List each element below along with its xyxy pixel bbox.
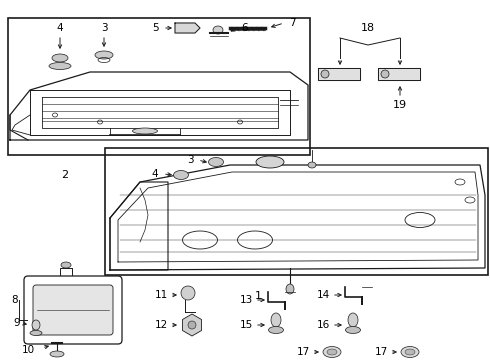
Text: 12: 12 (155, 320, 168, 330)
Ellipse shape (61, 262, 71, 268)
Ellipse shape (50, 351, 64, 357)
Ellipse shape (49, 63, 71, 69)
Text: 9: 9 (13, 318, 20, 328)
Text: 5: 5 (152, 23, 158, 33)
Text: 7: 7 (289, 18, 295, 28)
Text: 4: 4 (152, 169, 158, 179)
Ellipse shape (286, 284, 294, 294)
Ellipse shape (348, 313, 358, 327)
Text: 1: 1 (254, 291, 262, 301)
Ellipse shape (256, 156, 284, 168)
Ellipse shape (30, 330, 42, 336)
Polygon shape (175, 23, 200, 33)
Text: 3: 3 (100, 23, 107, 33)
Text: 18: 18 (361, 23, 375, 33)
Text: 2: 2 (61, 170, 69, 180)
Ellipse shape (188, 321, 196, 329)
Ellipse shape (132, 128, 157, 134)
Ellipse shape (213, 26, 223, 34)
Ellipse shape (401, 346, 419, 357)
Text: 16: 16 (317, 320, 330, 330)
Ellipse shape (269, 327, 284, 333)
Ellipse shape (173, 171, 189, 180)
Text: 13: 13 (240, 295, 253, 305)
Text: 15: 15 (240, 320, 253, 330)
Ellipse shape (32, 320, 40, 330)
Bar (105, 148, 488, 275)
Text: 3: 3 (187, 155, 194, 165)
Text: 8: 8 (11, 295, 18, 305)
Ellipse shape (308, 162, 316, 168)
Polygon shape (378, 68, 420, 80)
Ellipse shape (271, 313, 281, 327)
Bar (8, 18, 310, 155)
Ellipse shape (321, 70, 329, 78)
FancyBboxPatch shape (33, 285, 113, 335)
Text: 10: 10 (22, 345, 35, 355)
Ellipse shape (52, 54, 68, 62)
Text: 4: 4 (57, 23, 63, 33)
Text: 14: 14 (317, 290, 330, 300)
Ellipse shape (327, 349, 337, 355)
Text: 6: 6 (242, 23, 248, 33)
Polygon shape (318, 68, 360, 80)
Ellipse shape (181, 286, 195, 300)
Text: 19: 19 (393, 100, 407, 110)
Ellipse shape (381, 70, 389, 78)
Ellipse shape (209, 158, 223, 166)
Ellipse shape (345, 327, 361, 333)
Ellipse shape (95, 51, 113, 59)
Text: 17: 17 (375, 347, 388, 357)
Text: 11: 11 (155, 290, 168, 300)
Ellipse shape (405, 349, 415, 355)
Ellipse shape (323, 346, 341, 357)
Text: 17: 17 (297, 347, 310, 357)
